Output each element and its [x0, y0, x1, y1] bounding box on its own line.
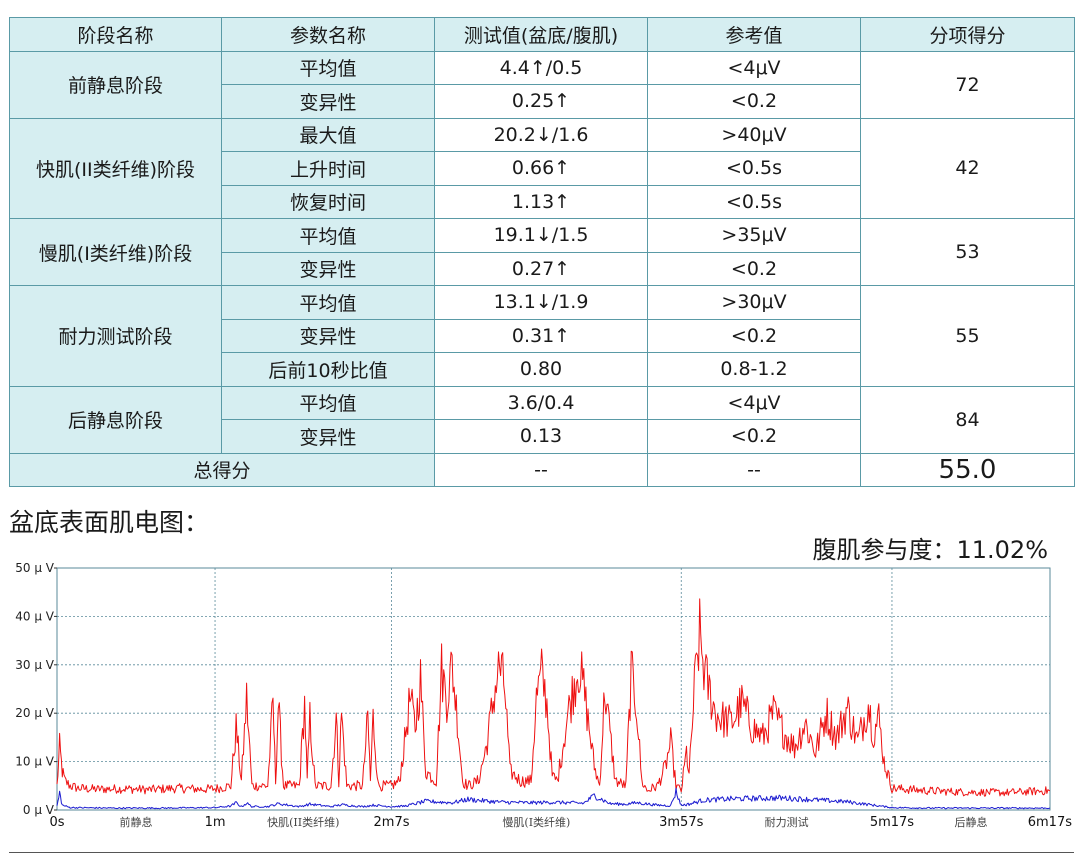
table-row: 后静息阶段 平均值 3.6/0.4 <4μV 84: [9, 385, 1075, 454]
test-value: 0.31↑: [434, 318, 648, 353]
ref-value: <0.5s: [647, 151, 861, 186]
header-stage: 阶段名称: [9, 17, 222, 52]
header-ref: 参考值: [647, 17, 861, 52]
test-value: 0.13: [434, 419, 648, 454]
table-row: 快肌(II类纤维)阶段 最大值 20.2↓/1.6 >40μV 42: [9, 117, 1075, 219]
ref-value: <4μV: [647, 385, 861, 420]
test-value: 0.25↑: [434, 84, 648, 119]
series-line-abdominal: [56, 787, 1051, 810]
param-name: 变异性: [221, 419, 435, 454]
param-name: 变异性: [221, 318, 435, 353]
total-ref: --: [647, 452, 861, 487]
test-value: 0.27↑: [434, 251, 648, 286]
test-value: 1.13↑: [434, 184, 648, 219]
series-line-pelvic: [56, 598, 1051, 797]
test-value: 0.80: [434, 352, 648, 387]
test-value: 3.6/0.4: [434, 385, 648, 420]
ref-value: <4μV: [647, 50, 861, 85]
plot-frame: [56, 567, 1051, 811]
param-name: 恢复时间: [221, 184, 435, 219]
table-row: 恢复时间 1.13↑ <0.5s: [10, 184, 1075, 219]
table-header-row: 阶段名称 参数名称 测试值(盆底/腹肌) 参考值 分项得分: [9, 17, 1075, 52]
table-row: 前静息阶段 平均值 4.4↑/0.5 <4μV 72: [9, 50, 1075, 119]
x-tick-label: 2m7s: [374, 815, 410, 830]
x-tick-label: 5m17s: [870, 815, 914, 830]
segment-label: 前静息: [120, 815, 153, 829]
param-name: 平均值: [221, 285, 435, 320]
stage-name: 后静息阶段: [9, 385, 222, 454]
stage-score: 53: [860, 218, 1075, 286]
param-name: 后前10秒比值: [221, 352, 435, 387]
total-score: 55.0: [860, 452, 1075, 487]
y-tick-label: 10 μ V: [15, 755, 55, 769]
param-name: 最大值: [221, 117, 435, 152]
test-value: 19.1↓/1.5: [434, 218, 648, 253]
segment-label: 后静息: [954, 815, 987, 829]
section-title: 盆底表面肌电图：: [9, 508, 210, 537]
total-value: --: [434, 452, 648, 487]
table-row: 上升时间 0.66↑ <0.5s: [10, 151, 1075, 186]
header-value: 测试值(盆底/腹肌): [434, 17, 648, 52]
y-tick-label: 30 μ V: [15, 658, 55, 672]
ref-value: 0.8-1.2: [647, 352, 861, 387]
ref-value: <0.2: [647, 419, 861, 454]
total-label: 总得分: [9, 452, 435, 487]
table-row: 后前10秒比值 0.80 0.8-1.2: [10, 352, 1075, 387]
y-tick-label: 20 μ V: [15, 706, 55, 720]
x-axis-ticks: 0s 1m 2m7s 3m57s 5m17s 6m17s: [49, 815, 1072, 830]
x-tick-label: 0s: [49, 815, 64, 830]
table-row: 变异性 0.25↑ <0.2: [10, 84, 1075, 119]
param-name: 上升时间: [221, 151, 435, 186]
chart-series: [56, 598, 1051, 810]
segment-label: 慢肌(I类纤维): [502, 815, 570, 829]
bottom-divider: [9, 852, 1074, 853]
table-row: 变异性 0.31↑ <0.2: [10, 318, 1075, 353]
header-param: 参数名称: [221, 17, 435, 52]
test-value: 0.66↑: [434, 151, 648, 186]
total-row: 总得分 -- -- 55.0: [9, 452, 1075, 487]
score-table: 阶段名称 参数名称 测试值(盆底/腹肌) 参考值 分项得分 前静息阶段 平均值 …: [9, 17, 1075, 487]
stage-score: 84: [860, 385, 1075, 454]
ref-value: <0.5s: [647, 184, 861, 219]
y-tick-label: 50 μ V: [15, 561, 55, 575]
x-tick-label: 6m17s: [1028, 815, 1072, 830]
x-tick-label: 1m: [205, 815, 226, 830]
y-tick-label: 40 μ V: [15, 609, 55, 623]
segment-label: 耐力测试: [765, 816, 809, 829]
ref-value: <0.2: [647, 84, 861, 119]
param-name: 变异性: [221, 251, 435, 286]
abdominal-participation: 腹肌参与度：11.02%: [812, 536, 1048, 564]
param-name: 变异性: [221, 84, 435, 119]
table-row: 慢肌(I类纤维)阶段 平均值 19.1↓/1.5 >35μV 53: [9, 218, 1075, 286]
segment-labels: 前静息 快肌(II类纤维) 慢肌(I类纤维) 耐力测试 后静息: [120, 815, 988, 829]
param-name: 平均值: [221, 385, 435, 420]
table-row: 耐力测试阶段 平均值 13.1↓/1.9 >30μV 55: [9, 285, 1075, 387]
test-value: 13.1↓/1.9: [434, 285, 648, 320]
param-name: 平均值: [221, 218, 435, 253]
y-tick-label: 0 μ V: [23, 803, 55, 817]
table-row: 变异性 0.13 <0.2: [10, 419, 1075, 454]
stage-score: 72: [860, 50, 1075, 119]
stage-name: 耐力测试阶段: [9, 285, 222, 387]
ref-value: <0.2: [647, 318, 861, 353]
table-row: 变异性 0.27↑ <0.2: [10, 251, 1075, 286]
ref-value: <0.2: [647, 251, 861, 286]
x-tick-label: 3m57s: [659, 815, 703, 830]
chart-grid: [56, 567, 1051, 811]
ref-value: >35μV: [647, 218, 861, 253]
y-axis-ticks: 0 μ V 10 μ V 20 μ V 30 μ V 40 μ V 50 μ V: [15, 561, 57, 817]
segment-label: 快肌(II类纤维): [267, 815, 339, 829]
stage-name: 快肌(II类纤维)阶段: [9, 117, 222, 219]
test-value: 4.4↑/0.5: [434, 50, 648, 85]
ref-value: >40μV: [647, 117, 861, 152]
stage-name: 慢肌(I类纤维)阶段: [9, 218, 222, 286]
stage-score: 42: [860, 117, 1075, 219]
header-score: 分项得分: [860, 17, 1075, 52]
test-value: 20.2↓/1.6: [434, 117, 648, 152]
param-name: 平均值: [221, 50, 435, 85]
stage-name: 前静息阶段: [9, 50, 222, 119]
ref-value: >30μV: [647, 285, 861, 320]
emg-chart: 0 μ V 10 μ V 20 μ V 30 μ V 40 μ V 50 μ V 0s 1m…: [15, 561, 1072, 830]
stage-score: 55: [860, 285, 1075, 387]
